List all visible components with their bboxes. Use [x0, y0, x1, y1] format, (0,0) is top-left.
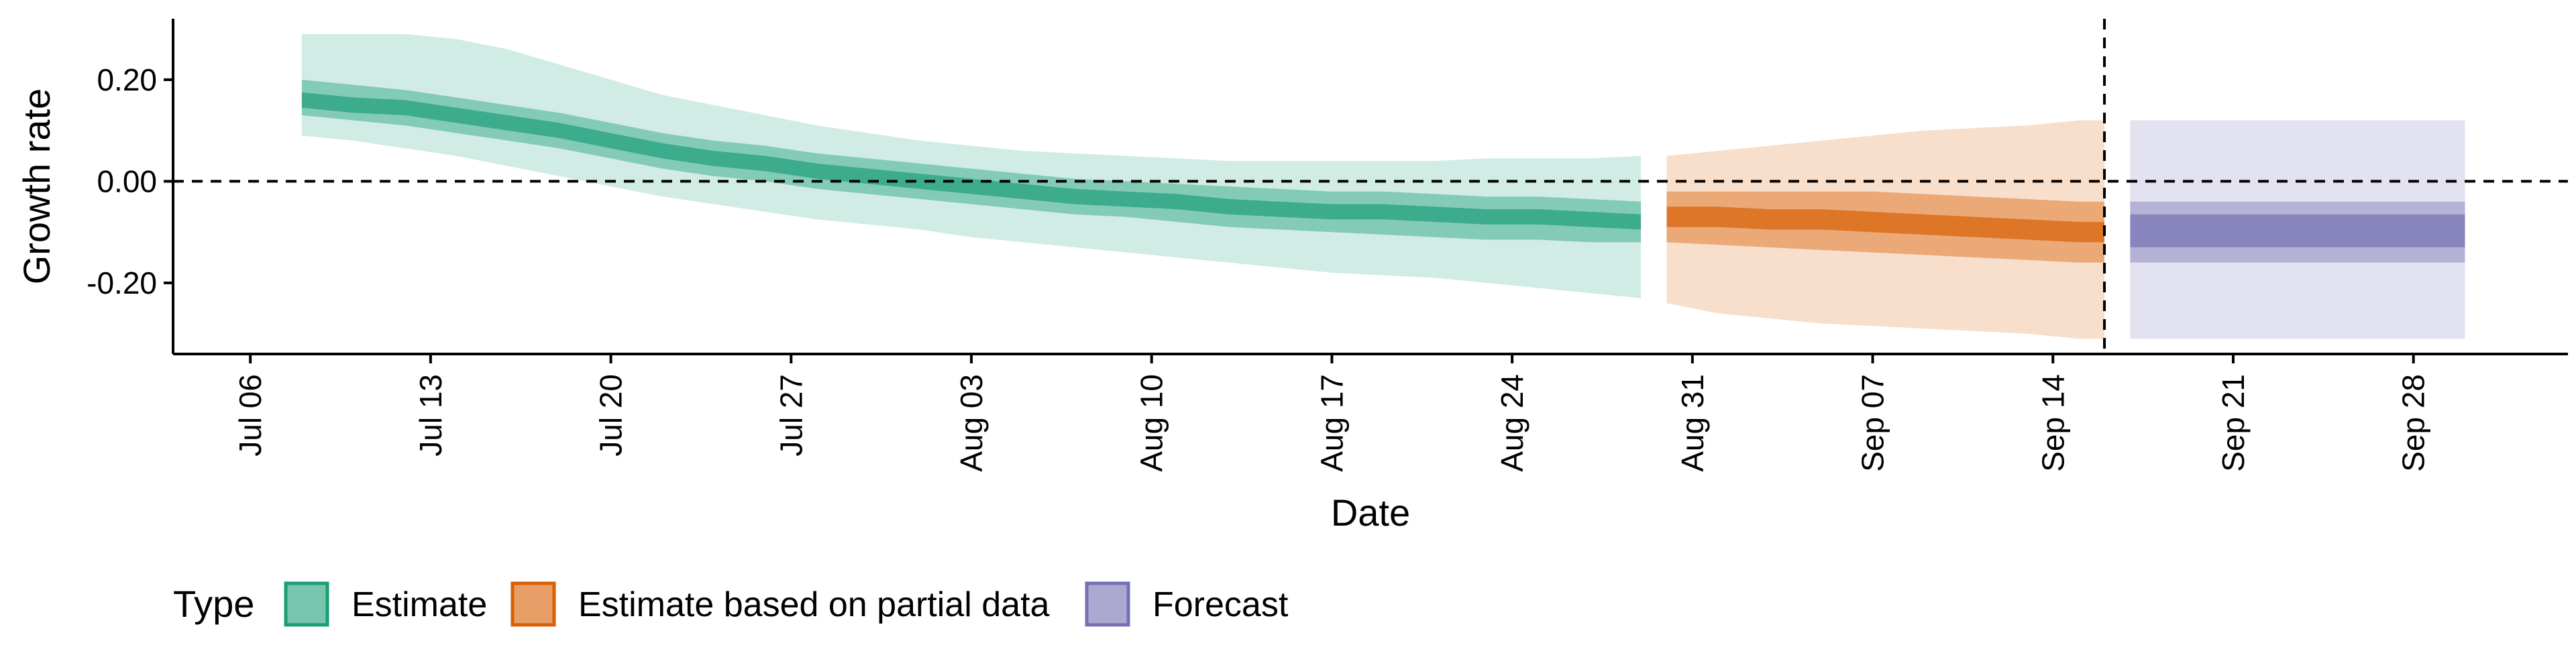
legend-label: Estimate based on partial data	[578, 585, 1050, 624]
x-axis-title: Date	[1331, 491, 1410, 534]
legend-swatch	[1085, 581, 1130, 627]
legend-swatch	[511, 581, 556, 627]
series-forecast	[2130, 120, 2465, 339]
legend: Type Estimate Estimate based on partial d…	[173, 581, 1289, 627]
legend-title: Type	[173, 583, 254, 625]
legend-items: Estimate Estimate based on partial data Fo…	[284, 581, 1289, 627]
legend-item-forecast: Forecast	[1085, 581, 1289, 627]
x-tick-label: Sep 07	[1856, 374, 1890, 472]
x-tick-label: Sep 14	[2035, 374, 2070, 472]
axes-layer	[172, 19, 2568, 355]
x-tick-label: Sep 28	[2396, 374, 2431, 472]
forecast-band-20	[2130, 214, 2465, 247]
x-tick-label: Aug 31	[1675, 374, 1710, 472]
legend-label: Estimate	[352, 585, 487, 624]
x-tick-label: Sep 21	[2216, 374, 2251, 472]
estimate-band-20	[301, 92, 1642, 230]
x-tick-label: Aug 24	[1495, 374, 1529, 472]
x-tick-label: Aug 10	[1134, 374, 1169, 472]
ticks-layer: 0.20 0.00 -0.20 Jul 06 Jul 13 Jul 20 Jul 27 Aug…	[87, 62, 2431, 472]
x-tick-label: Jul 06	[233, 374, 268, 457]
series-estimate-based-on-partial-data	[1666, 120, 2104, 339]
legend-item-estimate-based-on-partial-data: Estimate based on partial data	[511, 581, 1050, 627]
y-tick-label: -0.20	[87, 266, 157, 300]
x-tick-label: Jul 13	[413, 374, 448, 457]
estimate-based-on-partial-data-band-20	[1666, 207, 2104, 243]
legend-item-estimate: Estimate	[284, 581, 487, 627]
legend-label: Forecast	[1152, 585, 1289, 624]
reference-lines	[173, 19, 2568, 354]
y-tick-label: 0.00	[97, 164, 157, 198]
x-tick-label: Aug 17	[1314, 374, 1349, 472]
y-axis-title: Growth rate	[15, 89, 58, 285]
x-tick-label: Jul 20	[594, 374, 629, 457]
bands-layer	[301, 34, 2465, 339]
y-tick-label: 0.20	[97, 62, 157, 97]
estimate-band-90	[301, 34, 1642, 298]
legend-swatch	[284, 581, 329, 627]
x-tick-label: Aug 03	[954, 374, 989, 472]
estimate-band-50	[301, 79, 1642, 243]
series-estimate	[301, 34, 1642, 298]
x-tick-label: Jul 27	[773, 374, 808, 457]
